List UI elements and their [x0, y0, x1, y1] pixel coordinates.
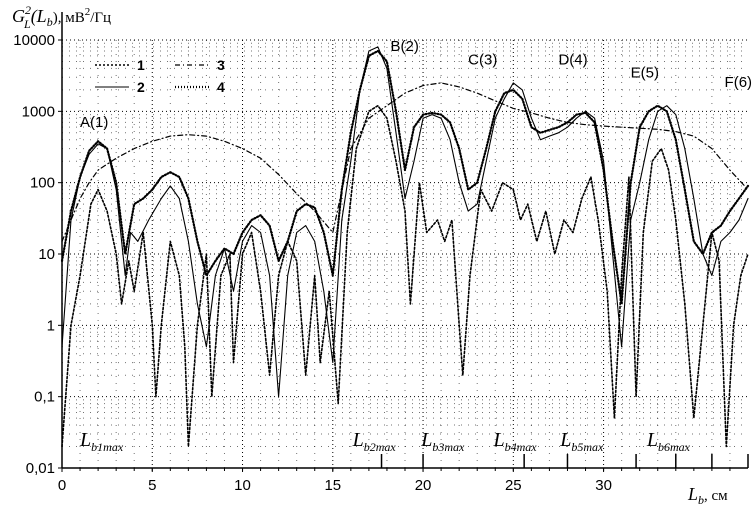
x-tick-label: 0: [58, 477, 66, 494]
y-tick-label: 0,01: [26, 460, 55, 477]
legend-label-4: 4: [217, 79, 225, 95]
x-tick-label: 15: [324, 477, 341, 494]
labels: G2 L(Lb), мВ2/Гц Lb, см Lb1max Lb2max Lb3max L…: [12, 3, 752, 507]
legend-label-1: 1: [137, 57, 145, 73]
peak-annotation: A(1): [80, 114, 108, 131]
x-tick-label: 5: [148, 477, 156, 494]
peak-annotation: C(3): [468, 52, 497, 69]
peak-label: Lb1max: [79, 429, 124, 454]
series-line-4: [60, 49, 750, 305]
series-line-1: [61, 104, 749, 448]
grid: [61, 39, 748, 469]
y-tick-label: 0,1: [34, 389, 55, 406]
peak-label: Lb4max: [492, 429, 537, 454]
x-tick-label: 10: [234, 477, 251, 494]
peak-label: Lb3max: [420, 429, 465, 454]
y-axis-label: G2 L(Lb), мВ2/Гц: [12, 3, 111, 31]
axes: 0,01 0,1 1 10 100 1000 10000 0 5 10 15 20 25 30: [13, 12, 749, 494]
legend-label-3: 3: [217, 57, 225, 73]
legend-label-2: 2: [137, 79, 145, 95]
x-tick-label: 25: [505, 477, 522, 494]
peak-label: Lb6max: [646, 429, 691, 454]
series-line-3: [61, 82, 749, 242]
y-tick-label: 1000: [22, 103, 55, 120]
series-group: [60, 46, 750, 448]
x-tick-label: 30: [595, 477, 612, 494]
y-tick-label: 1: [47, 317, 55, 334]
x-tick-label: 20: [415, 477, 432, 494]
peak-label: Lb2max: [352, 429, 397, 454]
series-line-2: [61, 46, 749, 398]
peak-annotation: D(4): [558, 52, 587, 69]
y-tick-label: 100: [30, 175, 55, 192]
x-axis-label: Lb, см: [687, 484, 728, 507]
legend: 1 2 3 4: [95, 57, 225, 95]
peak-label: Lb5max: [559, 429, 604, 454]
peak-annotation: F(6): [725, 74, 753, 91]
y-tick-label: 10: [38, 246, 55, 263]
peak-annotation: B(2): [391, 38, 419, 55]
y-tick-label: 10000: [13, 32, 55, 49]
peak-annotation: E(5): [631, 64, 659, 81]
